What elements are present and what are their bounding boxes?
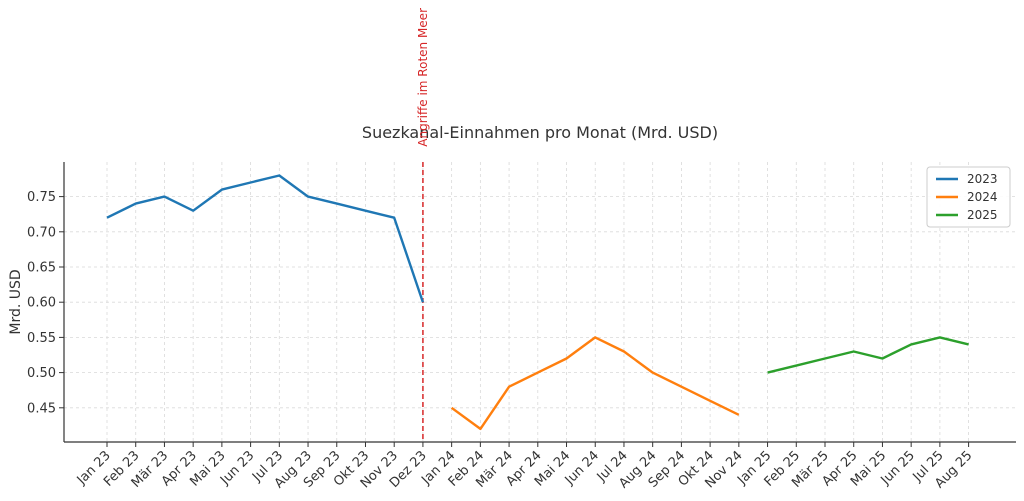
grid-lines — [64, 162, 1016, 442]
legend-entry: 2025 — [967, 208, 998, 222]
y-tick-label: 0.55 — [27, 331, 56, 346]
y-tick-label: 0.70 — [27, 225, 56, 240]
series-line-2024 — [450, 336, 740, 431]
y-axis-label: Mrd. USD — [8, 269, 24, 334]
series-lines — [106, 174, 969, 431]
y-tick-label: 0.75 — [27, 190, 56, 205]
series-line-2023 — [106, 174, 425, 303]
y-axis-ticks: 0.45 0.50 0.55 0.60 0.65 0.70 0.75 — [27, 190, 64, 416]
legend: 2023 2024 2025 — [926, 166, 1011, 228]
annotation-label: Angriffe im Roten Meer — [416, 8, 430, 147]
y-tick-label: 0.65 — [27, 261, 56, 276]
y-tick-label: 0.50 — [27, 366, 56, 381]
chart-title: Suezkanal-Einnahmen pro Monat (Mrd. USD) — [362, 123, 718, 142]
series-line-2025 — [767, 336, 969, 374]
legend-entry: 2023 — [967, 172, 998, 186]
y-tick-label: 0.60 — [27, 296, 56, 311]
legend-box — [926, 166, 1011, 228]
y-tick-label: 0.45 — [27, 401, 56, 416]
legend-entry: 2024 — [967, 190, 998, 204]
